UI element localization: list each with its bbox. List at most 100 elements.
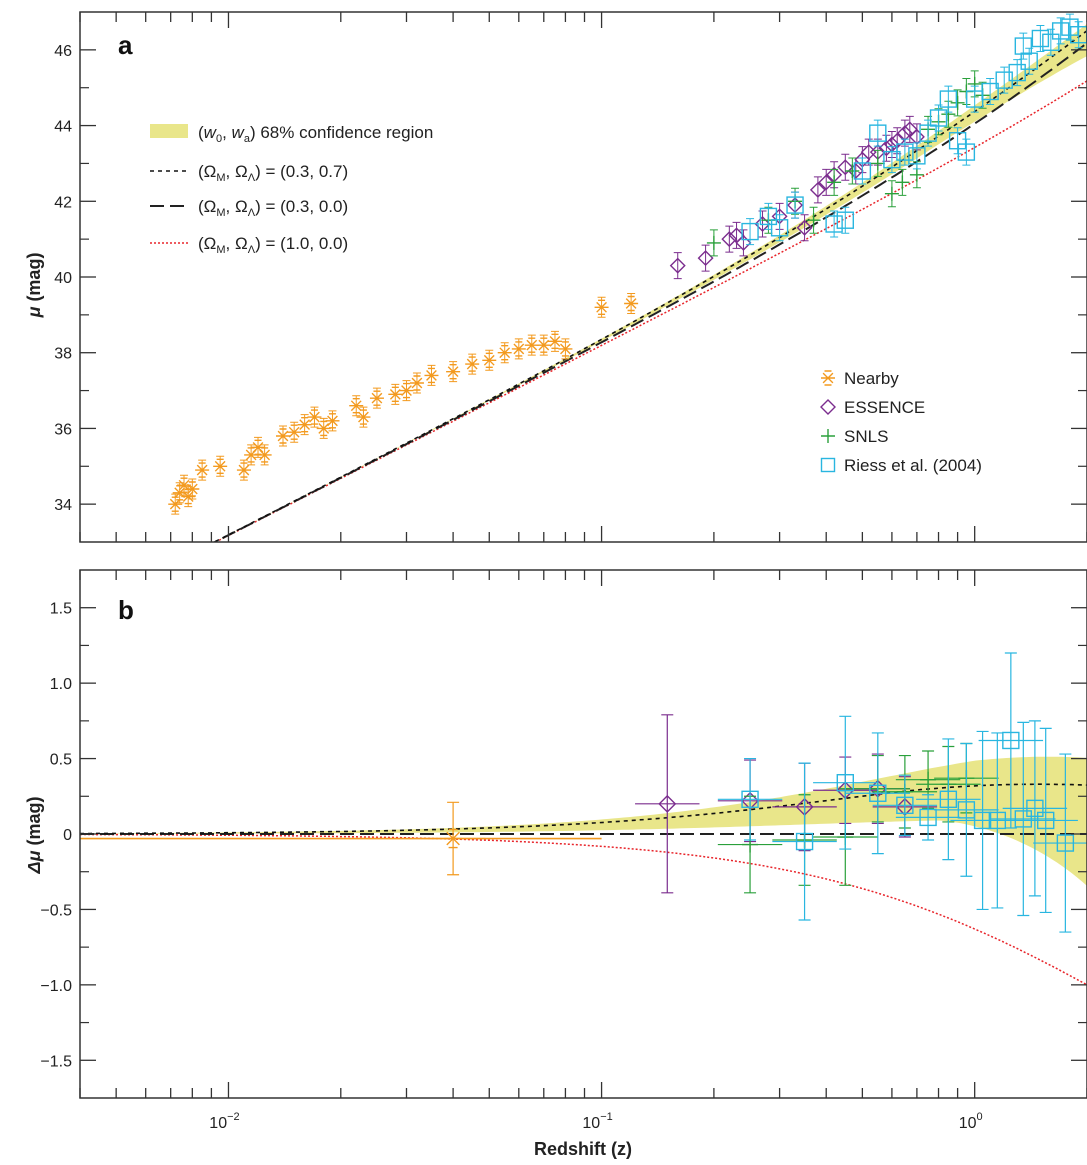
legend-label-riess: Riess et al. (2004) [844,456,982,475]
nearby-point [275,425,290,447]
nearby-marker-icon [821,370,835,386]
snls-point [821,429,835,443]
legend-item-confidence: (w0, wa) 68% confidence region [150,123,433,145]
eds-curve [80,833,1087,986]
snls-point [895,750,961,809]
nearby-point [213,455,228,477]
y-tick-label: 38 [54,346,72,363]
riess-point [965,732,1030,909]
riess-point [957,138,976,166]
essence-point [796,214,813,242]
x-tick-label: 10−2 [209,1111,239,1132]
nearby-point [325,410,340,432]
nearby-point [307,406,322,428]
confidence-band-area [80,756,1087,886]
panel-b-ticks [79,570,1087,1098]
panel-b-confidence-band [80,756,1087,886]
nearby-point [349,395,364,417]
nearby-point [446,361,461,383]
riess-point [872,774,938,837]
nearby-point [356,406,371,428]
nearby-point [482,349,497,371]
nearby-point [558,338,573,360]
nearby-point [388,383,403,405]
nearby-point [536,334,551,356]
riess-point [869,119,887,147]
essence-point [697,244,714,272]
snls-point [827,168,842,196]
legend-label-lcdm: (ΩM, ΩΛ) = (0.3, 0.7) [198,162,348,184]
nearby-point [185,478,200,500]
snls-point [845,157,860,185]
y-tick-label: 44 [54,119,72,136]
nearby-point [821,370,835,386]
riess-point [853,157,872,185]
confidence-band-area [214,23,1087,542]
y-tick-label: 0 [63,827,72,844]
essence-point [735,229,752,257]
panel-a-y-tick-labels: 34 36 38 40 42 44 46 [54,43,72,514]
riess-point [1013,727,1078,914]
y-tick-label: 42 [54,194,72,211]
riess-point [813,715,878,850]
y-tick-label: 40 [54,270,72,287]
riess-point [770,214,789,242]
riess-point [981,78,999,105]
y-tick-label: −0.5 [40,902,72,919]
y-tick-label: 34 [54,497,72,514]
riess-point [1020,47,1038,75]
nearby-point [369,387,384,409]
panel-a-ticks [79,12,1087,542]
x-tick-label: 10−1 [582,1111,612,1132]
open-curve [212,42,1087,542]
riess-marker-icon [820,457,836,473]
nearby-point [287,421,302,443]
y-tick-label: −1.0 [40,978,72,995]
riess-point [916,738,981,861]
nearby-point [424,364,439,386]
panel-b-y-tick-labels: 1.5 1.0 0.5 0 −0.5 −1.0 −1.5 [40,601,72,1071]
legend-item-open: (ΩM, ΩΛ) = (0.3, 0.0) [150,197,348,219]
x-tick-label: 100 [959,1111,983,1132]
nearby-point [172,482,187,504]
legend-item-essence: ESSENCE [820,398,925,417]
essence-point [809,176,826,204]
lcdm-curve [80,783,1087,835]
riess-point [1008,59,1026,87]
snls-point [895,168,910,196]
riess-point [845,732,911,855]
snls-point [706,229,721,257]
riess-point [934,742,999,877]
riess-point [929,104,948,132]
riess-point [1002,720,1068,897]
panel-b-label: b [118,595,134,625]
nearby-point [465,353,480,375]
essence-point [820,399,836,415]
riess-point [772,762,837,921]
riess-point [836,206,854,234]
panel-b-data-points [420,652,1087,933]
eds-curve [213,80,1087,542]
legend-item-lcdm: (ΩM, ΩΛ) = (0.3, 0.7) [150,162,348,184]
panel-a: 34 36 38 40 42 44 46 a μ (mag) (w0, wa) 68% co… [24,11,1087,543]
riess-point [1042,28,1060,56]
legend-label-nearby: Nearby [844,369,899,388]
legend-label-essence: ESSENCE [844,398,925,417]
nearby-point [624,293,639,314]
nearby-point [409,372,424,394]
riess-point [825,210,843,238]
legend-label-confidence: (w0, wa) 68% confidence region [198,123,433,145]
essence-point [837,153,854,181]
model-legend: (w0, wa) 68% confidence region (ΩM, ΩΛ) … [150,123,433,256]
riess-point [908,142,926,170]
legend-item-riess: Riess et al. (2004) [820,456,982,475]
panel-b-model-curves [80,783,1087,986]
x-tick-labels: 10−2 10−1 100 [209,1111,982,1132]
nearby-point [181,486,196,508]
riess-point [895,794,961,841]
panel-b-y-axis-title: Δμ (mag) [24,797,44,875]
snls-point [950,89,965,117]
riess-point [939,85,958,113]
essence-point [635,714,700,894]
